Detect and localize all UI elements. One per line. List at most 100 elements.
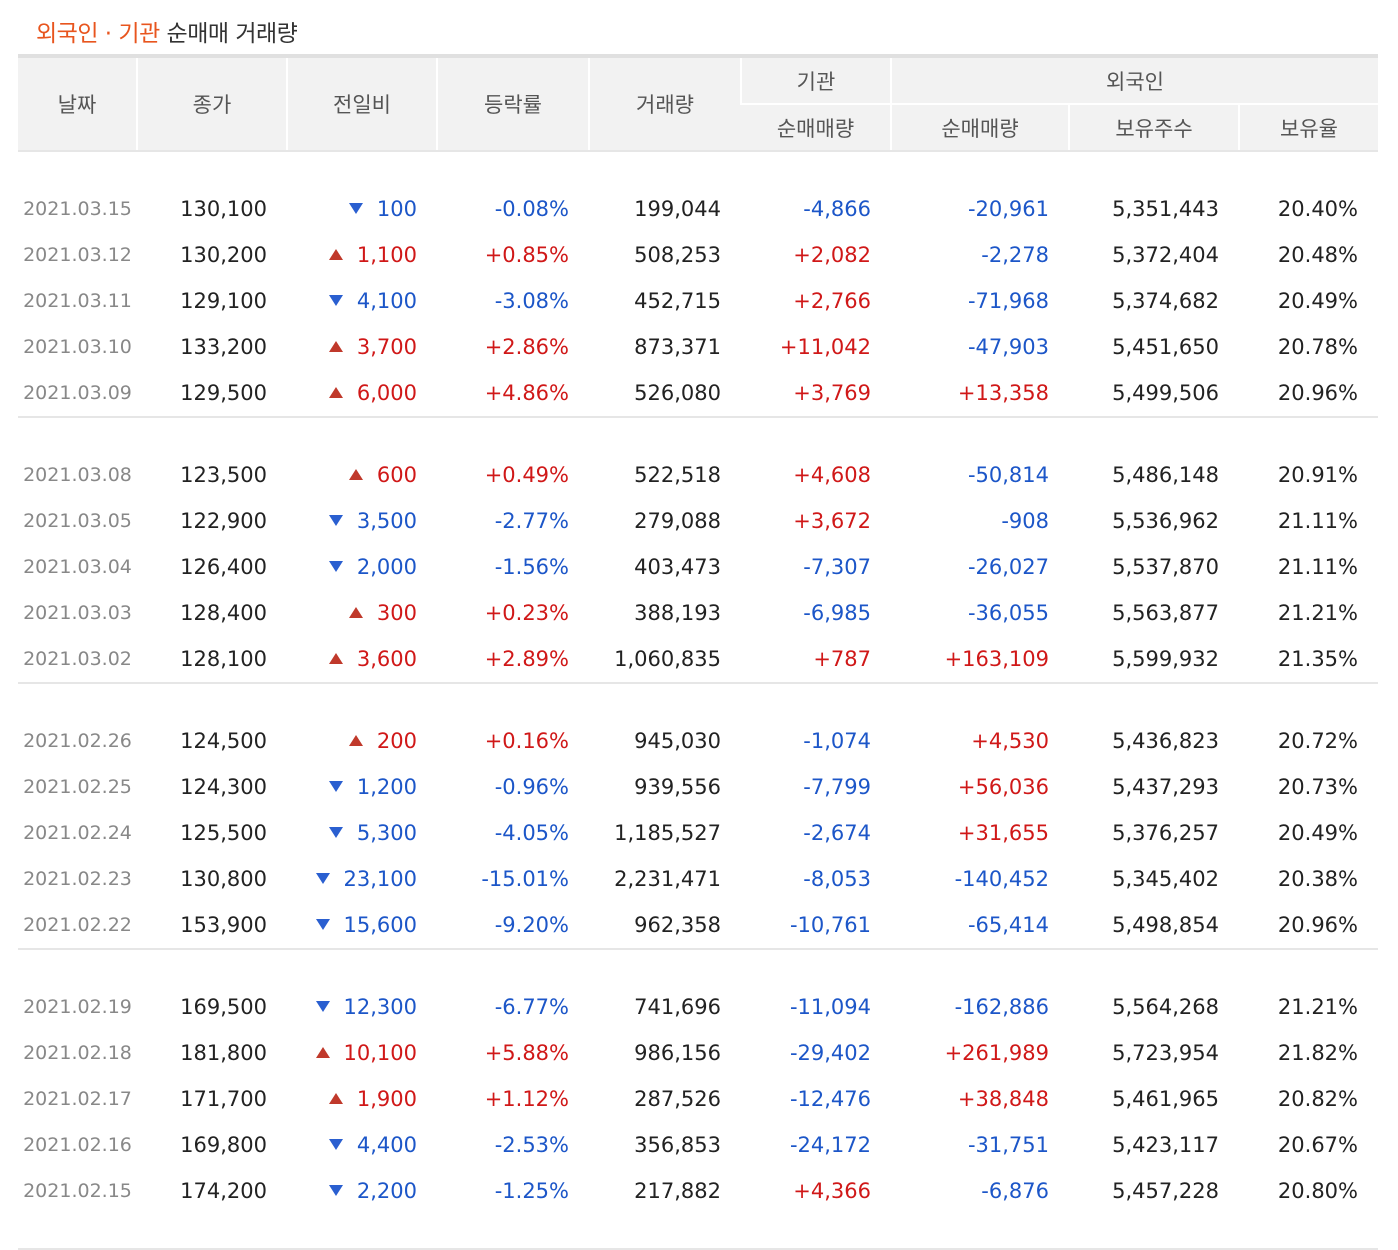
- triangle-up-icon: [328, 653, 343, 664]
- ratio-cell: 20.67%: [1277, 1133, 1358, 1157]
- header-foreign-net: 순매매량: [890, 103, 1069, 152]
- change-value: 1,200: [356, 775, 417, 799]
- triangle-up-icon: [348, 735, 363, 746]
- date-cell: 2021.02.26: [23, 730, 132, 752]
- volume-cell: 452,715: [634, 289, 721, 313]
- triangle-down-icon: [328, 827, 343, 838]
- volume-cell: 356,853: [634, 1133, 721, 1157]
- volume-cell: 388,193: [634, 601, 721, 625]
- rate-cell: -15.01%: [481, 867, 569, 891]
- ratio-cell: 20.91%: [1277, 463, 1358, 487]
- ratio-cell: 21.35%: [1277, 647, 1358, 671]
- change-cell: 12,300: [287, 984, 437, 1030]
- foreign-net-cell: -71,968: [967, 289, 1049, 313]
- ratio-cell: 20.73%: [1277, 775, 1358, 799]
- table-row: 2021.02.26 124,500 200 +0.16% 945,030 -1,074 +…: [18, 718, 1378, 764]
- ratio-cell: 20.48%: [1277, 243, 1358, 267]
- change-value: 200: [376, 729, 417, 753]
- close-cell: 171,700: [180, 1087, 267, 1111]
- rate-cell: +5.88%: [484, 1041, 569, 1065]
- change-value: 600: [376, 463, 417, 487]
- ratio-cell: 20.72%: [1277, 729, 1358, 753]
- holdings-cell: 5,499,506: [1112, 381, 1219, 405]
- table-row: 2021.02.19 169,500 12,300 -6.77% 741,696 -11,…: [18, 984, 1378, 1030]
- holdings-cell: 5,599,932: [1112, 647, 1219, 671]
- close-cell: 122,900: [180, 509, 267, 533]
- header-date: 날짜: [18, 54, 137, 152]
- foreign-net-cell: -162,886: [954, 995, 1049, 1019]
- change-cell: 2,200: [287, 1168, 437, 1214]
- rate-cell: -6.77%: [494, 995, 569, 1019]
- close-cell: 174,200: [180, 1179, 267, 1203]
- volume-cell: 741,696: [634, 995, 721, 1019]
- table-row: 2021.03.09 129,500 6,000 +4.86% 526,080 +3,76…: [18, 370, 1378, 417]
- change-cell: 23,100: [287, 856, 437, 902]
- change-cell: 5,300: [287, 810, 437, 856]
- volume-cell: 199,044: [634, 197, 721, 221]
- close-cell: 125,500: [180, 821, 267, 845]
- institution-net-cell: +11,042: [779, 335, 871, 359]
- holdings-cell: 5,436,823: [1112, 729, 1219, 753]
- change-cell: 2,000: [287, 544, 437, 590]
- table-row: 2021.02.25 124,300 1,200 -0.96% 939,556 -7,79…: [18, 764, 1378, 810]
- institution-net-cell: -8,053: [803, 867, 871, 891]
- date-cell: 2021.03.03: [23, 602, 132, 624]
- change-cell: 4,100: [287, 278, 437, 324]
- rate-cell: -0.08%: [494, 197, 569, 221]
- volume-cell: 526,080: [634, 381, 721, 405]
- institution-net-cell: +2,082: [793, 243, 871, 267]
- change-cell: 3,500: [287, 498, 437, 544]
- header-change: 전일비: [286, 54, 437, 152]
- change-value: 1,100: [356, 243, 417, 267]
- holdings-cell: 5,437,293: [1112, 775, 1219, 799]
- institution-net-cell: +4,608: [793, 463, 871, 487]
- foreign-net-cell: +31,655: [957, 821, 1049, 845]
- close-cell: 124,500: [180, 729, 267, 753]
- header-close: 종가: [136, 54, 287, 152]
- volume-cell: 522,518: [634, 463, 721, 487]
- table-row: 2021.03.08 123,500 600 +0.49% 522,518 +4,608 -…: [18, 452, 1378, 498]
- volume-cell: 1,060,835: [614, 647, 721, 671]
- close-cell: 126,400: [180, 555, 267, 579]
- change-cell: 200: [287, 718, 437, 764]
- trading-volume-table: 날짜 종가 전일비 등락률 거래량 기관 외국인 순매매량 순매매량 보유주수 …: [18, 54, 1378, 1250]
- ratio-cell: 20.40%: [1277, 197, 1358, 221]
- ratio-cell: 21.21%: [1277, 601, 1358, 625]
- change-cell: 1,100: [287, 232, 437, 278]
- date-cell: 2021.02.25: [23, 776, 132, 798]
- date-cell: 2021.03.09: [23, 382, 132, 404]
- date-cell: 2021.02.23: [23, 868, 132, 890]
- triangle-down-icon: [328, 1185, 343, 1196]
- holdings-cell: 5,376,257: [1112, 821, 1219, 845]
- change-cell: 1,200: [287, 764, 437, 810]
- ratio-cell: 21.82%: [1277, 1041, 1358, 1065]
- change-value: 23,100: [343, 867, 417, 891]
- change-value: 1,900: [356, 1087, 417, 1111]
- volume-cell: 2,231,471: [614, 867, 721, 891]
- close-cell: 129,100: [180, 289, 267, 313]
- institution-net-cell: -1,074: [803, 729, 871, 753]
- institution-net-cell: +3,672: [793, 509, 871, 533]
- change-value: 6,000: [356, 381, 417, 405]
- foreign-net-cell: +56,036: [957, 775, 1049, 799]
- change-value: 4,400: [356, 1133, 417, 1157]
- ratio-cell: 21.11%: [1277, 509, 1358, 533]
- rate-cell: -1.56%: [494, 555, 569, 579]
- foreign-net-cell: -36,055: [967, 601, 1049, 625]
- change-value: 12,300: [343, 995, 417, 1019]
- foreign-net-cell: -6,876: [981, 1179, 1049, 1203]
- institution-net-cell: -11,094: [789, 995, 871, 1019]
- date-cell: 2021.03.08: [23, 464, 132, 486]
- holdings-cell: 5,451,650: [1112, 335, 1219, 359]
- triangle-up-icon: [328, 341, 343, 352]
- ratio-cell: 21.21%: [1277, 995, 1358, 1019]
- institution-net-cell: -24,172: [789, 1133, 871, 1157]
- table-row: 2021.02.15 174,200 2,200 -1.25% 217,882 +4,36…: [18, 1168, 1378, 1214]
- foreign-net-cell: -65,414: [967, 913, 1049, 937]
- ratio-cell: 21.11%: [1277, 555, 1358, 579]
- close-cell: 169,800: [180, 1133, 267, 1157]
- table-body: 2021.03.15 130,100 100 -0.08% 199,044 -4,866 -…: [18, 151, 1378, 1250]
- rate-cell: +1.12%: [484, 1087, 569, 1111]
- table-row: 2021.03.05 122,900 3,500 -2.77% 279,088 +3,67…: [18, 498, 1378, 544]
- table-row: 2021.02.23 130,800 23,100 -15.01% 2,231,471 -…: [18, 856, 1378, 902]
